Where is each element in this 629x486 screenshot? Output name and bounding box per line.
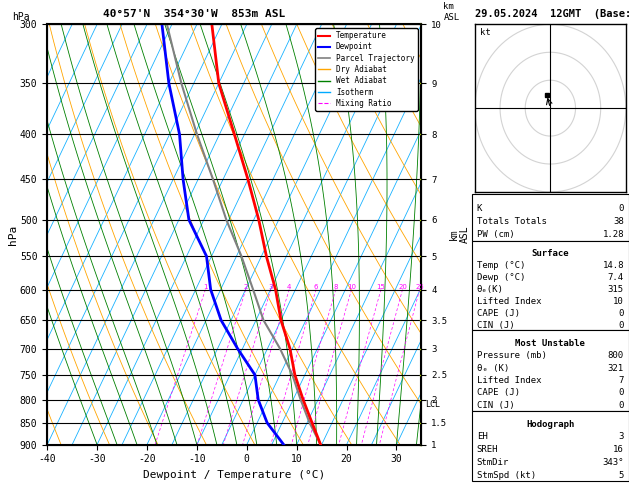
Text: 40°57'N  354°30'W  853m ASL: 40°57'N 354°30'W 853m ASL [103,9,286,19]
Text: 20: 20 [398,283,407,290]
Text: Temp (°C): Temp (°C) [477,261,525,270]
Text: 5: 5 [618,471,624,480]
Text: Lifted Index: Lifted Index [477,297,542,306]
Y-axis label: hPa: hPa [8,225,18,244]
Text: 7: 7 [618,376,624,385]
Y-axis label: km
ASL: km ASL [448,226,470,243]
Text: 0: 0 [618,309,624,318]
Text: Totals Totals: Totals Totals [477,217,547,226]
Text: 315: 315 [608,285,624,294]
Text: 6: 6 [314,283,318,290]
X-axis label: Dewpoint / Temperature (°C): Dewpoint / Temperature (°C) [143,470,325,480]
Text: Dewp (°C): Dewp (°C) [477,273,525,282]
Text: 343°: 343° [603,458,624,467]
Text: Hodograph: Hodograph [526,419,574,429]
Text: StmDir: StmDir [477,458,509,467]
Text: 1: 1 [203,283,208,290]
Text: θₑ (K): θₑ (K) [477,364,509,373]
Text: LCL: LCL [425,400,440,409]
Text: 2: 2 [243,283,248,290]
Text: K: K [477,204,482,213]
Text: Surface: Surface [532,249,569,258]
Text: StmSpd (kt): StmSpd (kt) [477,471,536,480]
Text: SREH: SREH [477,445,498,454]
Text: CIN (J): CIN (J) [477,401,515,410]
Text: 10: 10 [347,283,356,290]
Text: 3: 3 [269,283,273,290]
Text: Most Unstable: Most Unstable [515,339,586,348]
Text: hPa: hPa [13,12,30,22]
Text: 0: 0 [618,401,624,410]
Text: PW (cm): PW (cm) [477,230,515,239]
Text: 29.05.2024  12GMT  (Base: 12): 29.05.2024 12GMT (Base: 12) [475,9,629,19]
Text: θₑ(K): θₑ(K) [477,285,504,294]
Text: CIN (J): CIN (J) [477,321,515,330]
Text: 38: 38 [613,217,624,226]
Text: 800: 800 [608,351,624,361]
Text: 15: 15 [377,283,386,290]
Text: 0: 0 [618,388,624,398]
Text: 25: 25 [415,283,424,290]
Text: 0: 0 [618,204,624,213]
Text: CAPE (J): CAPE (J) [477,388,520,398]
Text: CAPE (J): CAPE (J) [477,309,520,318]
Text: 4: 4 [287,283,291,290]
Legend: Temperature, Dewpoint, Parcel Trajectory, Dry Adiabat, Wet Adiabat, Isotherm, Mi: Temperature, Dewpoint, Parcel Trajectory… [315,28,418,111]
Text: Lifted Index: Lifted Index [477,376,542,385]
Text: km
ASL: km ASL [443,2,460,22]
Text: © weatheronline.co.uk: © weatheronline.co.uk [475,472,580,481]
Text: Pressure (mb): Pressure (mb) [477,351,547,361]
Text: 8: 8 [333,283,338,290]
Text: 3: 3 [618,433,624,441]
Text: 14.8: 14.8 [603,261,624,270]
Text: 1.28: 1.28 [603,230,624,239]
Text: kt: kt [480,29,491,37]
Text: 321: 321 [608,364,624,373]
Text: 10: 10 [613,297,624,306]
Text: EH: EH [477,433,487,441]
Text: 0: 0 [618,321,624,330]
Text: 16: 16 [613,445,624,454]
Text: 7.4: 7.4 [608,273,624,282]
